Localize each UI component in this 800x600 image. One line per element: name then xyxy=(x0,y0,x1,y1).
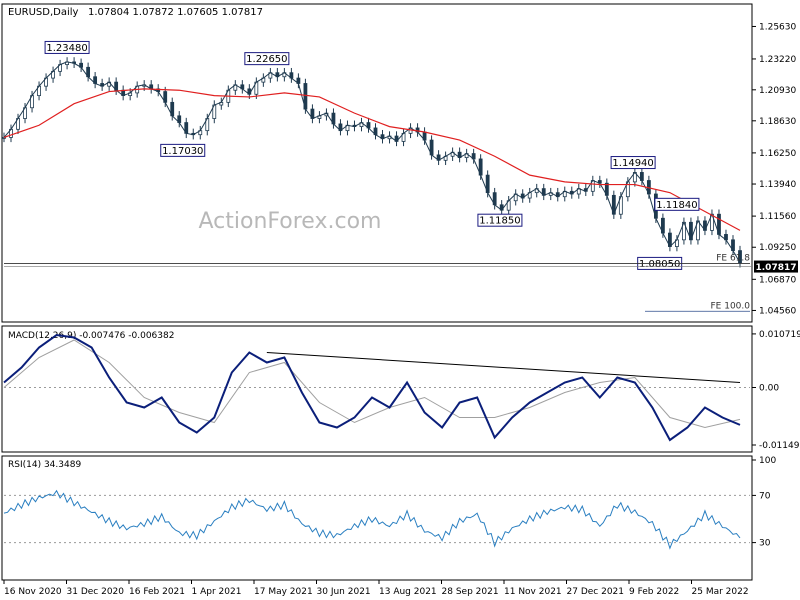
moving-average-line xyxy=(3,88,741,231)
price-annotation-box xyxy=(610,156,656,170)
price-axis-label: 1.11560 xyxy=(759,212,796,222)
date-axis-label: 30 Jun 2021 xyxy=(317,587,371,597)
price-annotation: 1.22650 xyxy=(246,54,287,65)
price-axis-label: 1.13940 xyxy=(759,180,796,190)
price-line xyxy=(3,61,741,263)
price-annotation: 1.17030 xyxy=(162,146,203,157)
current-price-label: 1.07817 xyxy=(756,263,797,273)
date-axis-label: 13 Aug 2021 xyxy=(379,587,437,597)
rsi-label: RSI(14) 34.3489 xyxy=(8,460,81,470)
date-axis-label: 17 May 2021 xyxy=(254,587,313,597)
price-axis-label: 1.23220 xyxy=(759,55,796,65)
fe-level-label: FE 61.8 xyxy=(716,253,750,263)
date-axis-label: 28 Sep 2021 xyxy=(442,587,499,597)
chart-ohlc: 1.07804 1.07872 1.07605 1.07817 xyxy=(88,7,263,18)
price-layer: 1.23480 1.17030 1.22650 1.11850 1.14940 1.118… xyxy=(2,40,751,312)
date-axis-label: 27 Dec 2021 xyxy=(567,587,625,597)
fe-level-label: FE 100.0 xyxy=(711,301,751,311)
macd-label: MACD(12,26,9) -0.007476 -0.006382 xyxy=(8,331,174,341)
price-axis-label: 1.25630 xyxy=(759,22,796,32)
date-axis-label: 16 Feb 2021 xyxy=(129,587,185,597)
price-annotation-box xyxy=(244,52,290,66)
price-annotation: 1.11840 xyxy=(656,200,697,211)
axis-layer: 1.25630 1.23220 1.20930 1.18630 1.16250 1.139… xyxy=(3,22,800,597)
price-annotation-box xyxy=(477,213,523,227)
date-axis-label: 9 Feb 2022 xyxy=(629,587,679,597)
current-price-tag xyxy=(754,260,798,273)
price-axis-label: 1.16250 xyxy=(759,149,796,159)
price-annotation: 1.14940 xyxy=(612,158,653,169)
macd-trendline xyxy=(266,352,741,383)
date-axis-label: 31 Dec 2020 xyxy=(67,587,125,597)
price-axis-label: 1.06870 xyxy=(759,275,796,285)
price-axis-label: 1.20930 xyxy=(759,86,796,96)
rsi-line xyxy=(3,489,741,550)
price-annotation-box xyxy=(44,40,90,54)
rsi-layer xyxy=(3,489,750,550)
macd-layer xyxy=(3,333,750,442)
rsi-axis-label: 70 xyxy=(759,491,771,501)
date-axis-label: 16 Nov 2020 xyxy=(4,587,62,597)
macd-axis-label: -0.011499 xyxy=(759,441,800,451)
price-annotation-box xyxy=(160,143,206,157)
date-axis-label: 11 Nov 2021 xyxy=(504,587,562,597)
macd-axis-label: 0.010719 xyxy=(759,330,800,340)
rsi-axis-label: 100 xyxy=(759,456,776,466)
macd-main-line xyxy=(3,333,741,442)
macd-axis-label: 0.00 xyxy=(759,384,779,394)
price-annotation: 1.08050 xyxy=(639,259,680,270)
price-annotation-box xyxy=(654,197,700,211)
macd-panel xyxy=(1,325,753,453)
macd-signal-line xyxy=(3,339,741,429)
price-axis-label: 1.18630 xyxy=(759,117,796,127)
watermark: ActionForex.com xyxy=(199,209,382,234)
chart-symbol: EURUSD,Daily xyxy=(8,7,79,18)
rsi-panel xyxy=(1,455,753,581)
price-annotation: 1.11850 xyxy=(479,216,520,227)
price-axis-label: 1.09250 xyxy=(759,243,796,253)
price-annotation: 1.23480 xyxy=(46,43,87,54)
date-axis-label: 25 Mar 2022 xyxy=(692,587,749,597)
date-axis-label: 1 Apr 2021 xyxy=(192,587,242,597)
rsi-axis-label: 30 xyxy=(759,539,771,549)
price-axis-label: 1.04560 xyxy=(759,306,796,316)
